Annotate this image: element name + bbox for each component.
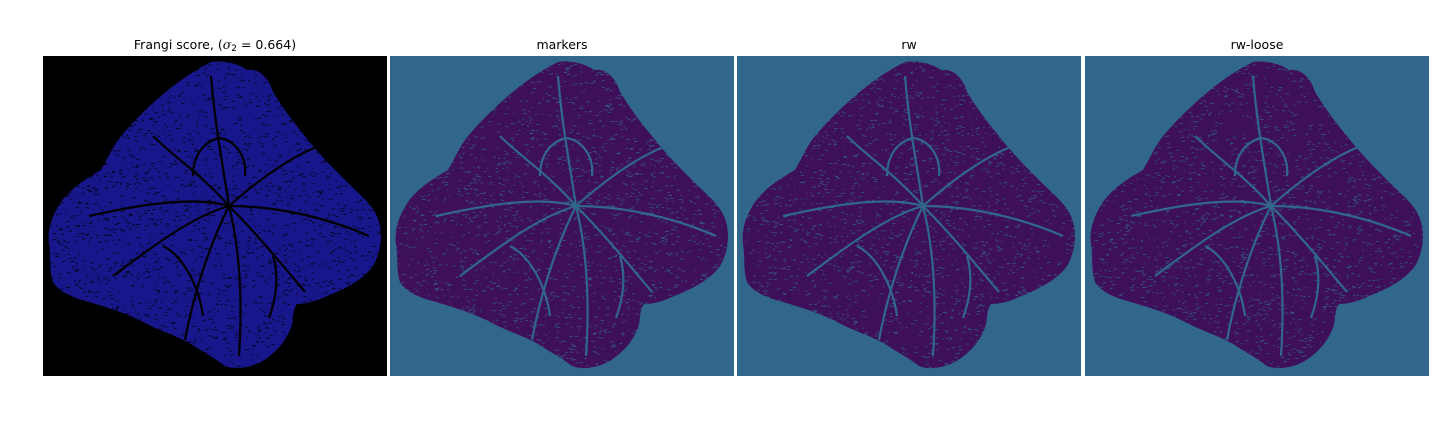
markers-leaf-svg — [390, 56, 734, 376]
frangi-leaf-svg — [43, 56, 387, 376]
rw-loose-panel-title: rw-loose — [1230, 37, 1284, 52]
leaf-vein — [228, 144, 320, 207]
rw-image — [737, 56, 1081, 376]
leaf-vein — [575, 204, 717, 238]
leaf-vein — [191, 136, 247, 177]
leaf-vein — [112, 204, 230, 277]
leaf-vein — [556, 75, 578, 207]
leaf-shape — [742, 61, 1075, 369]
leaf-shape — [1090, 61, 1423, 369]
rw-panel-title: rw — [901, 37, 917, 52]
frangi-title-symbol: σ — [222, 37, 232, 52]
leaf-vein — [846, 135, 924, 207]
leaf-vein — [575, 205, 653, 293]
leaf-vein — [209, 75, 231, 207]
leaf-vein — [885, 136, 941, 177]
leaf-vein — [499, 135, 577, 207]
leaf-vein — [1270, 205, 1348, 293]
rw-loose-image — [1085, 56, 1429, 376]
leaf-vein — [1204, 245, 1247, 317]
frangi-title-prefix: Frangi score, ( — [133, 37, 223, 52]
leaf-vein — [921, 205, 936, 357]
leaf-vein — [88, 200, 230, 218]
leaf-vein — [1270, 144, 1362, 207]
leaf-vein — [922, 144, 1014, 207]
leaf-vein — [530, 205, 577, 341]
leaf-vein — [1270, 204, 1412, 238]
leaf-vein — [856, 245, 899, 317]
leaf-vein — [961, 255, 972, 319]
leaf-vein — [1309, 255, 1320, 319]
leaf-vein — [228, 204, 370, 238]
leaf-vein — [1233, 136, 1289, 177]
leaf-vein — [152, 135, 230, 207]
leaf-vein — [1251, 75, 1273, 207]
leaf-vein — [903, 75, 925, 207]
leaf-vein — [1269, 205, 1284, 357]
leaf-vein — [1194, 135, 1272, 207]
leaf-vein — [877, 205, 924, 341]
frangi-title-suffix: = 0.664) — [236, 37, 297, 52]
leaf-vein — [1225, 205, 1272, 341]
leaf-vein — [922, 204, 1064, 238]
leaf-vein — [183, 205, 230, 341]
leaf-vein — [538, 136, 594, 177]
frangi-score-image — [43, 56, 387, 376]
leaf-vein — [228, 205, 306, 293]
leaf-vein — [806, 204, 924, 277]
leaf-vein — [267, 255, 278, 319]
leaf-shape — [395, 61, 728, 369]
rw-loose-leaf-svg — [1085, 56, 1429, 376]
markers-image — [390, 56, 734, 376]
leaf-vein — [509, 245, 552, 317]
leaf-vein — [435, 200, 577, 218]
markers-panel-title: markers — [536, 37, 588, 52]
leaf-vein — [459, 204, 577, 277]
leaf-shape — [48, 61, 382, 369]
frangi-panel-title: Frangi score, (σ2 = 0.664) — [43, 37, 387, 54]
frangi-title-subscript: 2 — [231, 44, 237, 54]
rw-leaf-svg — [737, 56, 1081, 376]
leaf-vein — [162, 245, 205, 317]
leaf-vein — [574, 205, 589, 357]
leaf-vein — [1154, 204, 1272, 277]
leaf-vein — [575, 144, 667, 207]
leaf-vein — [782, 200, 924, 218]
leaf-vein — [922, 205, 1000, 293]
leaf-vein — [1130, 200, 1272, 218]
leaf-vein — [614, 255, 625, 319]
leaf-vein — [227, 205, 242, 357]
